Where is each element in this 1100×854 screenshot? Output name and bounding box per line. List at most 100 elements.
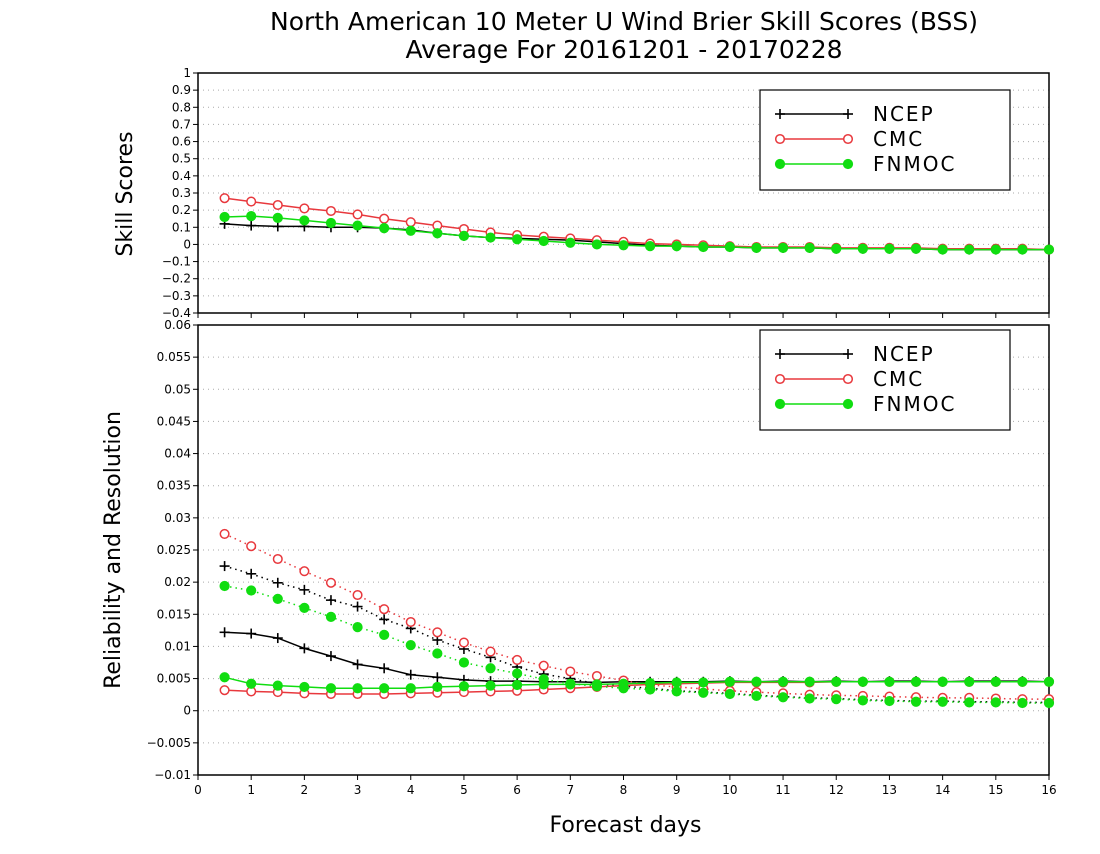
data-point-fnmoc [831, 694, 842, 705]
x-tick-label: 13 [882, 783, 897, 797]
data-point-ncep [272, 633, 283, 644]
series-line-ncep-dotted [224, 565, 1049, 704]
legend-label-cmc: CMC [873, 367, 924, 391]
data-point-fnmoc [1043, 676, 1055, 687]
x-tick-label: 11 [775, 783, 790, 797]
data-point-cmc [352, 209, 363, 220]
data-point-fnmoc [512, 679, 523, 691]
data-point-ncep [299, 584, 310, 595]
data-point-fnmoc [405, 683, 416, 694]
data-point-fnmoc [990, 697, 1001, 708]
data-point-cmc [538, 660, 549, 671]
data-point-ncep [219, 561, 230, 572]
data-point-fnmoc [485, 663, 496, 674]
data-point-cmc [246, 196, 257, 207]
data-point-cmc [512, 654, 523, 665]
data-point-fnmoc [618, 683, 629, 694]
data-point-ncep [432, 672, 443, 683]
legend-marker [843, 109, 853, 119]
data-point-fnmoc [671, 686, 682, 697]
data-point-fnmoc [246, 585, 257, 596]
data-point-fnmoc [857, 676, 868, 687]
data-point-fnmoc [937, 244, 948, 255]
x-tick-label: 6 [513, 783, 521, 797]
data-point-fnmoc [644, 241, 656, 252]
y-tick-label: −0.2 [162, 272, 191, 286]
data-point-fnmoc [538, 235, 549, 247]
data-point-fnmoc [964, 676, 975, 687]
data-point-cmc [272, 553, 283, 565]
data-point-cmc [405, 217, 416, 228]
data-point-cmc [379, 213, 390, 224]
legend-marker [842, 398, 854, 410]
data-point-fnmoc [352, 220, 363, 231]
data-point-cmc [325, 205, 337, 217]
data-point-fnmoc [671, 677, 682, 688]
data-point-fnmoc [804, 693, 815, 704]
data-point-fnmoc [325, 611, 337, 622]
data-point-cmc [219, 193, 230, 204]
data-point-fnmoc [910, 243, 922, 254]
chart-title: North American 10 Meter U Wind Brier Ski… [270, 7, 978, 36]
data-point-fnmoc [432, 681, 443, 693]
plot-frame [197, 72, 1050, 314]
data-point-fnmoc [990, 244, 1001, 255]
x-tick-label: 2 [301, 783, 309, 797]
x-tick-label: 8 [620, 783, 628, 797]
data-point-fnmoc [379, 223, 390, 234]
data-point-ncep [325, 651, 336, 662]
legend-label-ncep: NCEP [873, 102, 935, 126]
x-tick-label: 10 [722, 783, 737, 797]
data-point-ncep [325, 595, 336, 606]
data-point-cmc [379, 604, 390, 615]
data-point-fnmoc [884, 243, 895, 254]
data-point-fnmoc [246, 678, 257, 689]
x-tick-label: 16 [1041, 783, 1056, 797]
x-axis-label: Forecast days [549, 813, 701, 838]
data-point-ncep [405, 669, 416, 680]
data-point-fnmoc [1043, 244, 1055, 255]
data-point-cmc [352, 589, 363, 601]
data-point-fnmoc [458, 657, 470, 668]
x-tick-label: 9 [673, 783, 681, 797]
x-tick-label: 5 [460, 783, 468, 797]
data-point-cmc [272, 199, 283, 211]
legend-label-fnmoc: FNMOC [873, 392, 956, 416]
legend-marker [842, 373, 854, 385]
y-tick-label: 0.01 [164, 639, 191, 653]
y-tick-label: 0.2 [172, 203, 191, 217]
data-point-fnmoc [1017, 697, 1028, 709]
y-tick-label: 0.4 [172, 169, 191, 183]
legend-label-cmc: CMC [873, 127, 924, 151]
data-point-fnmoc [618, 240, 629, 251]
y-tick-label: 0.03 [164, 511, 191, 525]
x-tick-label: 14 [935, 783, 950, 797]
legend-marker [843, 349, 853, 359]
data-point-ncep [219, 627, 230, 638]
data-point-ncep [246, 568, 257, 579]
data-point-fnmoc [698, 241, 709, 253]
y-tick-label: 0.04 [164, 447, 191, 461]
y-tick-label: −0.01 [154, 768, 191, 782]
data-point-cmc [405, 616, 416, 628]
data-point-ncep [352, 601, 363, 612]
y-axis-label: Skill Scores [113, 131, 138, 256]
data-point-fnmoc [538, 674, 549, 685]
y-tick-label: 0.06 [164, 318, 191, 332]
series-line-cmc-solid [224, 197, 1050, 251]
data-point-fnmoc [325, 683, 337, 694]
data-point-fnmoc [219, 672, 230, 683]
chart-panel-top: 1 0.9 0.8 0.7 0.6 0.5 0.4 0.3 0.2 0.1 0 −0.1 −0.2 −0.… [113, 66, 1055, 320]
data-point-cmc [325, 577, 337, 588]
data-point-fnmoc [432, 228, 443, 239]
legend-marker [774, 158, 786, 170]
data-point-cmc [219, 528, 230, 539]
x-tick-label: 4 [407, 783, 415, 797]
data-point-fnmoc [804, 676, 815, 687]
y-axis-label: Reliability and Resolution [101, 411, 126, 689]
data-point-fnmoc [432, 648, 443, 659]
y-tick-label: 0.7 [172, 117, 191, 131]
data-point-fnmoc [352, 622, 363, 633]
